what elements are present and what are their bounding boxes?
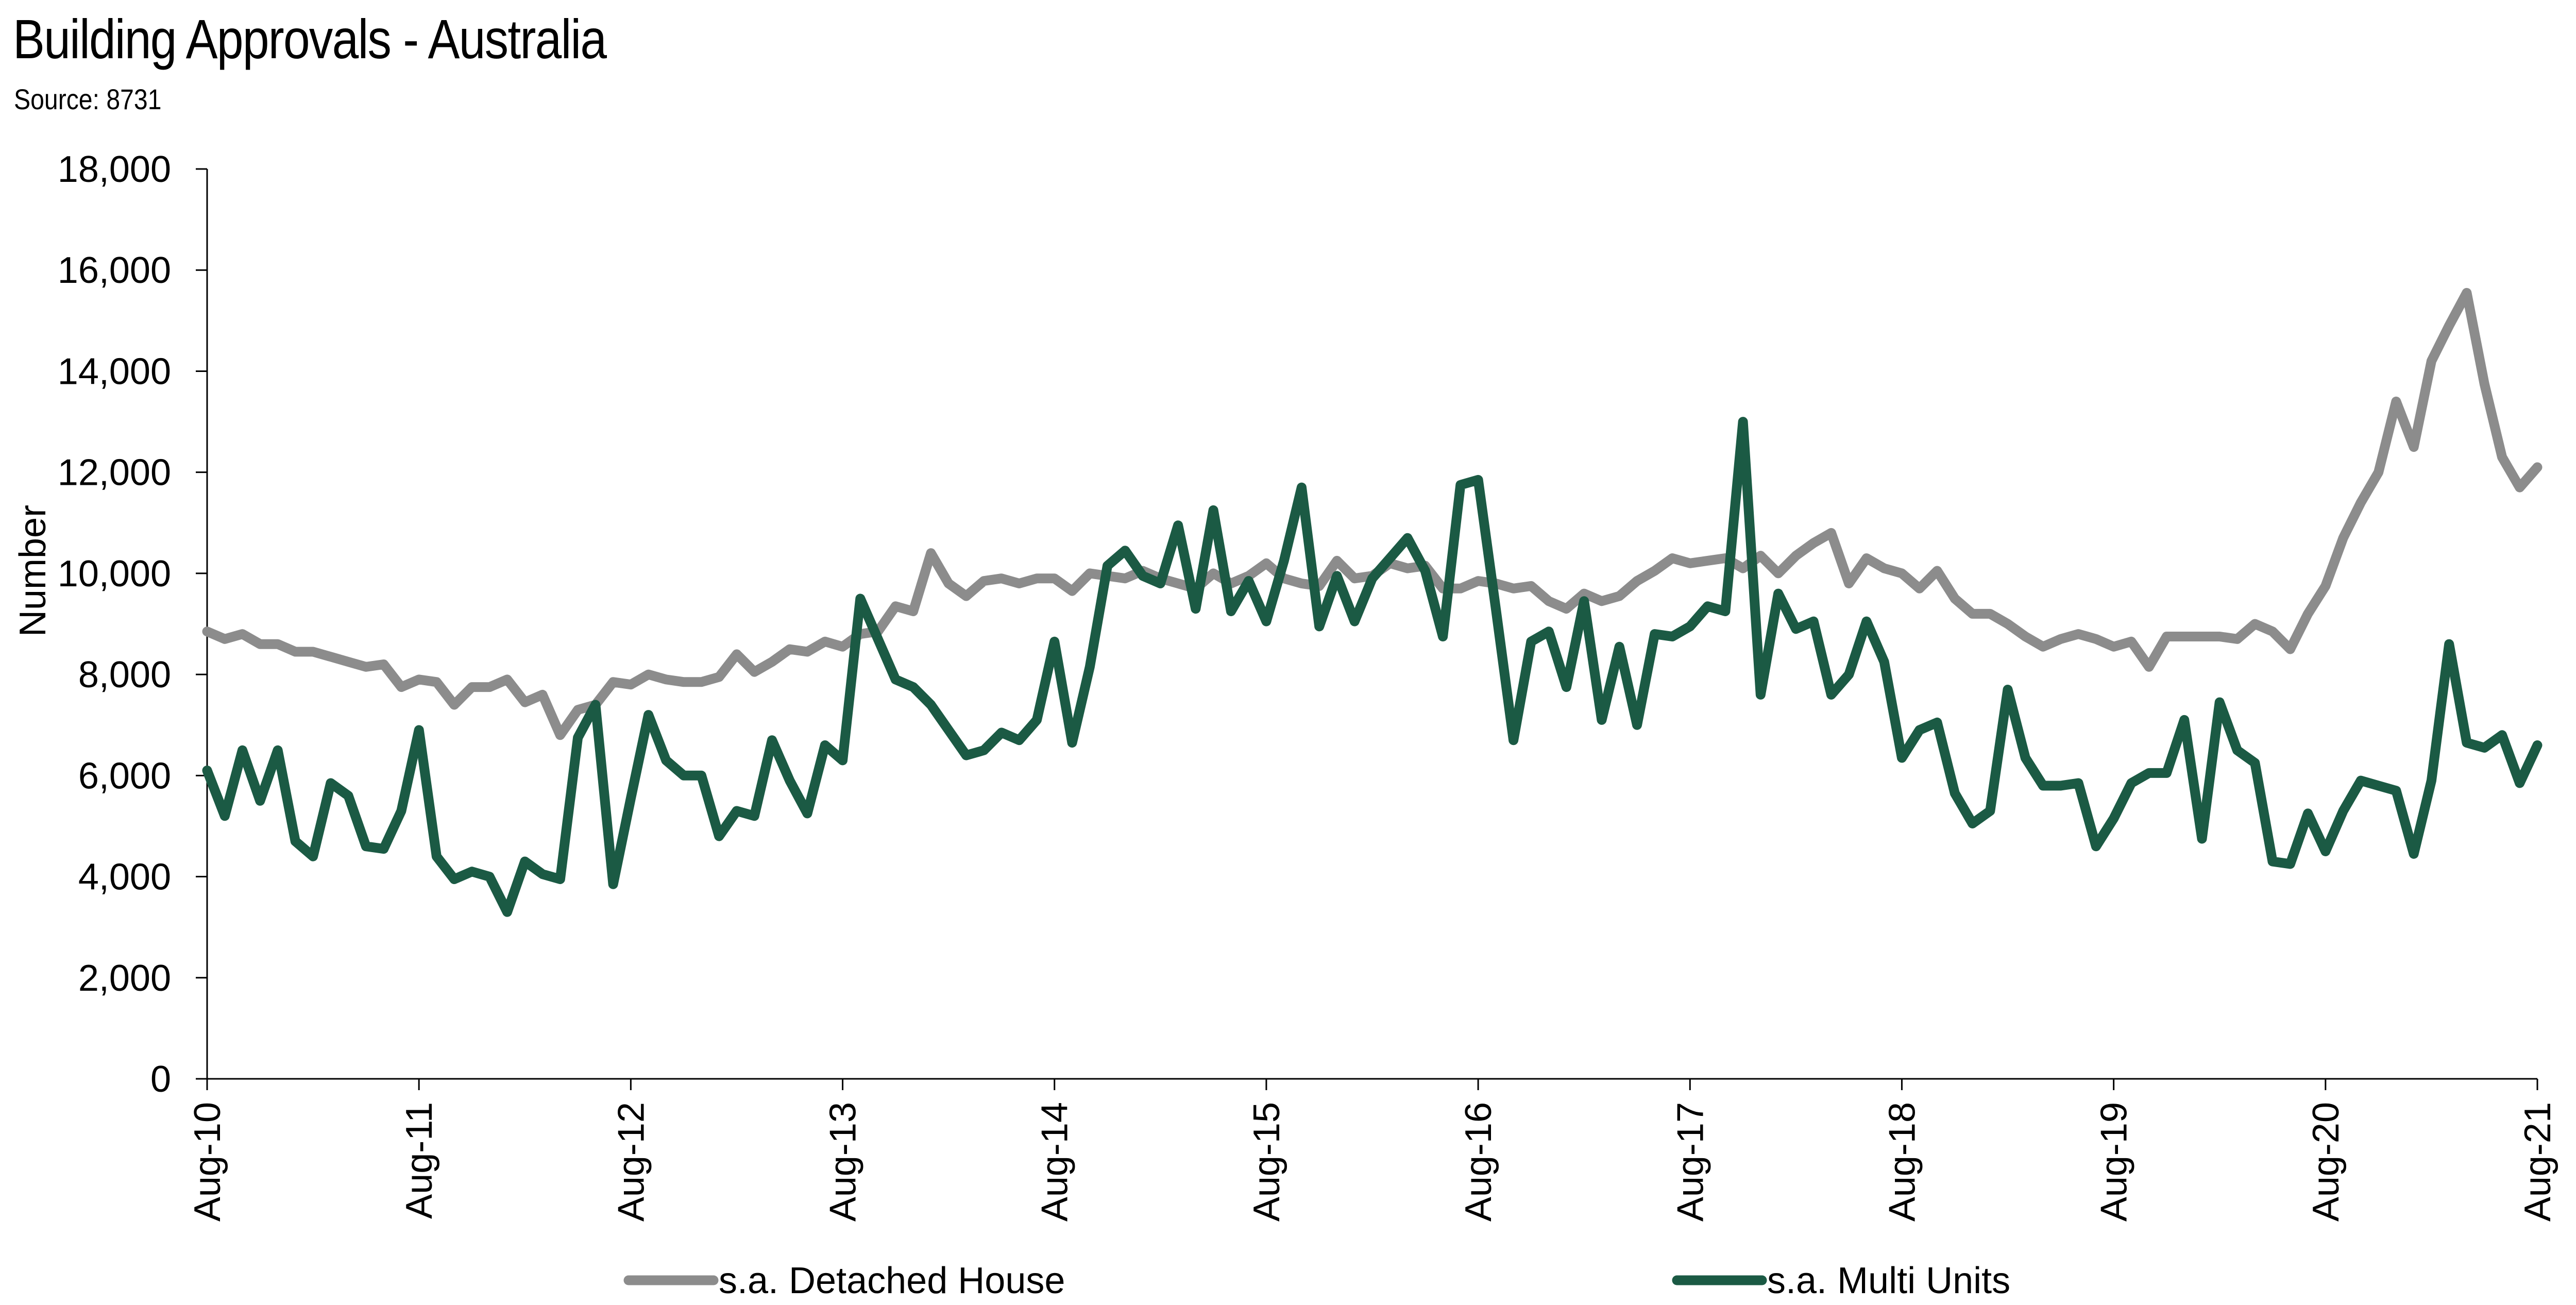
y-tick-label: 2,000 [78,958,171,999]
chart-title: Building Approvals - Australia [13,8,607,70]
y-tick-label: 0 [150,1059,171,1100]
x-tick-label: Aug-15 [1246,1102,1287,1222]
chart-subtitle: Source: 8731 [14,83,162,115]
x-tick-label: Aug-19 [2094,1102,2135,1222]
y-axis-title: Number [12,505,54,637]
y-tick-label: 4,000 [78,857,171,898]
y-tick-label: 6,000 [78,755,171,796]
x-tick-label: Aug-21 [2517,1102,2558,1222]
x-tick-label: Aug-13 [823,1102,864,1222]
y-tick-label: 12,000 [58,452,171,494]
y-tick-label: 10,000 [58,553,171,595]
x-tick-label: Aug-11 [399,1102,440,1219]
series-line-detached-house [202,287,2543,740]
x-tick-label: Aug-20 [2306,1102,2347,1222]
legend: s.a. Detached House s.a. Multi Units [623,1260,2010,1301]
y-axis: 0 2,000 4,000 6,000 8,000 10,000 12,000 14,000 1… [58,149,208,1100]
x-tick-label: Aug-16 [1458,1102,1499,1222]
series-layer [202,287,2543,917]
legend-item: s.a. Multi Units [1672,1260,2010,1301]
legend-label: s.a. Detached House [719,1260,1065,1301]
x-tick-label: Aug-17 [1670,1102,1711,1222]
y-tick-label: 14,000 [58,351,171,392]
x-tick-label: Aug-14 [1035,1102,1076,1222]
series-line-multi-units [202,417,2543,917]
x-tick-label: Aug-12 [611,1102,652,1222]
x-axis: Aug-10 Aug-11 Aug-12 Aug-13 Aug-14 Aug-15 Aug-… [187,1078,2558,1222]
y-tick-label: 8,000 [78,654,171,696]
x-tick-label: Aug-10 [187,1102,228,1222]
y-tick-label: 16,000 [58,250,171,291]
legend-item: s.a. Detached House [623,1260,1065,1301]
legend-label: s.a. Multi Units [1767,1260,2010,1301]
x-tick-label: Aug-18 [1882,1102,1923,1222]
y-tick-label: 18,000 [58,149,171,190]
